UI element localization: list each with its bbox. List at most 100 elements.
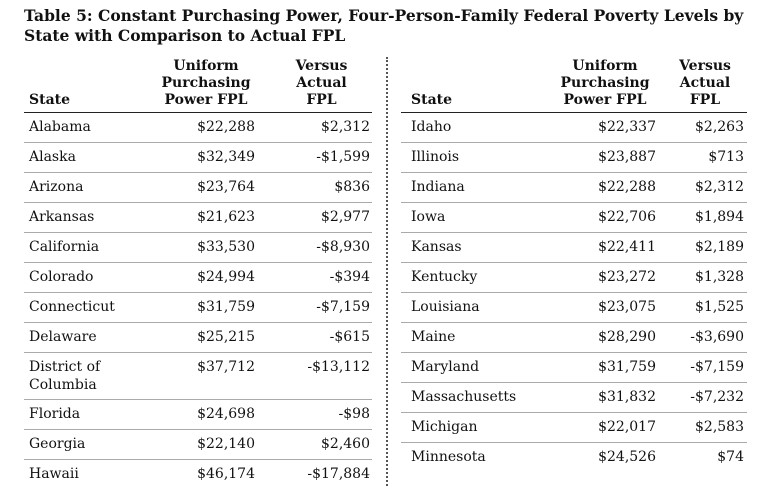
- table-row: Illinois $23,887 $713: [401, 143, 747, 173]
- table-row: Connecticut $31,759 -$7,159: [24, 293, 372, 323]
- uniform-fpl-cell: $33,530: [197, 239, 255, 255]
- uniform-fpl-cell: $23,764: [197, 179, 255, 195]
- state-cell: District of Columbia: [29, 359, 101, 393]
- uniform-fpl-cell: $22,337: [598, 119, 656, 135]
- versus-actual-cell: -$8,930: [316, 239, 370, 255]
- state-cell: Delaware: [29, 329, 97, 345]
- versus-actual-cell: $2,312: [695, 179, 744, 195]
- state-cell: Hawaii: [29, 466, 79, 482]
- versus-actual-cell: -$3,690: [690, 329, 744, 345]
- header-state: State: [29, 92, 71, 108]
- table-row: Louisiana $23,075 $1,525: [401, 293, 747, 323]
- left-body: Alabama $22,288 $2,312 Alaska $32,349 -$1,599…: [24, 113, 372, 489]
- versus-actual-cell: $2,977: [321, 209, 370, 225]
- table-row: Indiana $22,288 $2,312: [401, 173, 747, 203]
- versus-actual-cell: -$1,599: [316, 149, 370, 165]
- state-cell: Arizona: [29, 179, 84, 195]
- header-state: State: [411, 92, 453, 108]
- versus-actual-cell: -$7,159: [316, 299, 370, 315]
- versus-actual-cell: $2,583: [695, 419, 744, 435]
- uniform-fpl-cell: $23,075: [598, 299, 656, 315]
- state-cell: Kentucky: [411, 269, 478, 285]
- table-row: Michigan $22,017 $2,583: [401, 413, 747, 443]
- state-cell: Alaska: [29, 149, 76, 165]
- uniform-fpl-cell: $31,759: [598, 359, 656, 375]
- state-cell: Idaho: [411, 119, 452, 135]
- state-cell: Colorado: [29, 269, 94, 285]
- versus-actual-cell: -$98: [338, 406, 370, 422]
- state-cell: Georgia: [29, 436, 86, 452]
- uniform-fpl-cell: $32,349: [197, 149, 255, 165]
- table-row: Arizona $23,764 $836: [24, 173, 372, 203]
- header-versus-actual: Versus Actual FPL: [295, 58, 348, 108]
- uniform-fpl-cell: $31,832: [598, 389, 656, 405]
- state-cell: Kansas: [411, 239, 462, 255]
- versus-actual-cell: -$17,884: [307, 466, 370, 482]
- state-cell: Connecticut: [29, 299, 115, 315]
- table-row: Maryland $31,759 -$7,159: [401, 353, 747, 383]
- table-row: California $33,530 -$8,930: [24, 233, 372, 263]
- uniform-fpl-cell: $22,017: [598, 419, 656, 435]
- uniform-fpl-cell: $37,712: [197, 359, 255, 375]
- uniform-fpl-cell: $21,623: [197, 209, 255, 225]
- uniform-fpl-cell: $25,215: [197, 329, 255, 345]
- table-row: District of Columbia $37,712 -$13,112: [24, 353, 372, 400]
- uniform-fpl-cell: $23,272: [598, 269, 656, 285]
- state-cell: Massachusetts: [411, 389, 517, 405]
- table-row: Florida $24,698 -$98: [24, 400, 372, 430]
- uniform-fpl-cell: $28,290: [598, 329, 656, 345]
- versus-actual-cell: $2,312: [321, 119, 370, 135]
- state-cell: Maine: [411, 329, 456, 345]
- versus-actual-cell: $713: [708, 149, 744, 165]
- uniform-fpl-cell: $22,706: [598, 209, 656, 225]
- uniform-fpl-cell: $46,174: [197, 466, 255, 482]
- versus-actual-cell: $2,263: [695, 119, 744, 135]
- versus-actual-cell: -$615: [329, 329, 370, 345]
- versus-actual-cell: $1,894: [695, 209, 744, 225]
- state-cell: Illinois: [411, 149, 460, 165]
- table-row: Arkansas $21,623 $2,977: [24, 203, 372, 233]
- table-row: Maine $28,290 -$3,690: [401, 323, 747, 353]
- table-row: Hawaii $46,174 -$17,884: [24, 460, 372, 489]
- uniform-fpl-cell: $24,526: [598, 449, 656, 465]
- versus-actual-cell: -$394: [329, 269, 370, 285]
- versus-actual-cell: $1,328: [695, 269, 744, 285]
- uniform-fpl-cell: $22,288: [598, 179, 656, 195]
- versus-actual-cell: -$7,159: [690, 359, 744, 375]
- table-row: Idaho $22,337 $2,263: [401, 113, 747, 143]
- table-row: Alaska $32,349 -$1,599: [24, 143, 372, 173]
- table-row: Kansas $22,411 $2,189: [401, 233, 747, 263]
- uniform-fpl-cell: $31,759: [197, 299, 255, 315]
- state-cell: Maryland: [411, 359, 480, 375]
- header-uniform-fpl: Uniform Purchasing Power FPL: [161, 58, 251, 108]
- uniform-fpl-cell: $23,887: [598, 149, 656, 165]
- table-title: Table 5: Constant Purchasing Power, Four…: [24, 6, 744, 45]
- uniform-fpl-cell: $22,288: [197, 119, 255, 135]
- table-row: Delaware $25,215 -$615: [24, 323, 372, 353]
- left-table: State Uniform Purchasing Power FPL Versu…: [24, 55, 372, 489]
- versus-actual-cell: $1,525: [695, 299, 744, 315]
- versus-actual-cell: $836: [334, 179, 370, 195]
- uniform-fpl-cell: $22,411: [598, 239, 656, 255]
- state-cell: Iowa: [411, 209, 446, 225]
- table-row: Colorado $24,994 -$394: [24, 263, 372, 293]
- right-table: State Uniform Purchasing Power FPL Versu…: [401, 55, 747, 472]
- right-header: State Uniform Purchasing Power FPL Versu…: [401, 55, 747, 113]
- uniform-fpl-cell: $22,140: [197, 436, 255, 452]
- left-header: State Uniform Purchasing Power FPL Versu…: [24, 55, 372, 113]
- state-cell: Arkansas: [29, 209, 95, 225]
- versus-actual-cell: $74: [717, 449, 744, 465]
- header-versus-actual: Versus Actual FPL: [679, 58, 731, 108]
- right-body: Idaho $22,337 $2,263 Illinois $23,887 $713 Ind…: [401, 113, 747, 472]
- versus-actual-cell: $2,189: [695, 239, 744, 255]
- state-cell: California: [29, 239, 100, 255]
- state-cell: Minnesota: [411, 449, 486, 465]
- table-row: Georgia $22,140 $2,460: [24, 430, 372, 460]
- header-uniform-fpl: Uniform Purchasing Power FPL: [560, 58, 650, 108]
- versus-actual-cell: -$7,232: [690, 389, 744, 405]
- versus-actual-cell: -$13,112: [307, 359, 370, 375]
- state-cell: Alabama: [29, 119, 91, 135]
- table-row: Massachusetts $31,832 -$7,232: [401, 383, 747, 413]
- state-cell: Florida: [29, 406, 81, 422]
- table-row: Iowa $22,706 $1,894: [401, 203, 747, 233]
